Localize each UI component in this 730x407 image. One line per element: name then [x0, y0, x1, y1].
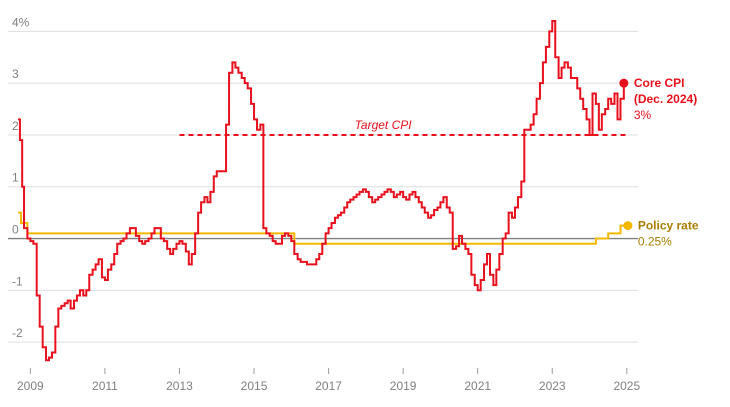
target-cpi-reference: Target CPI [179, 118, 627, 136]
x-tick-label: 2021 [464, 379, 491, 393]
x-tick-label: 2013 [166, 379, 193, 393]
x-axis: 2009 2011 2013 2015 2017 2019 2021 2023 2025 [17, 368, 640, 393]
policy-rate-line [18, 211, 624, 245]
policy-rate-value-label: 0.25% [638, 235, 672, 249]
core-cpi-end-marker [619, 78, 629, 88]
grid-layer [8, 30, 638, 343]
y-tick-label: 3 [12, 67, 19, 81]
x-tick-label: 2017 [315, 379, 342, 393]
y-tick-label: -2 [12, 326, 23, 340]
policy-rate-label-line: Policy rate [638, 219, 699, 233]
core-cpi-label-line: Core CPI [634, 76, 685, 90]
x-tick-label: 2019 [390, 379, 417, 393]
x-tick-label: 2025 [613, 379, 640, 393]
y-tick-label: 0 [12, 223, 19, 237]
core-cpi-line [18, 20, 625, 362]
y-axis: 4% 3 2 1 0 -1 -2 [12, 15, 30, 340]
x-tick-label: 2011 [92, 379, 118, 393]
y-tick-label: 2 [12, 119, 19, 133]
x-tick-label: 2023 [539, 379, 566, 393]
x-tick-label: 2009 [17, 379, 44, 393]
target-cpi-label: Target CPI [355, 118, 413, 132]
end-label-layer: Core CPI (Dec. 2024) 3% Policy rate 0.25% [619, 76, 699, 249]
y-tick-label: 1 [12, 171, 19, 185]
y-tick-label: 4% [12, 15, 30, 29]
x-tick-label: 2015 [241, 379, 268, 393]
core-cpi-label-line: (Dec. 2024) [634, 92, 697, 106]
series-layer [18, 20, 625, 362]
core-cpi-value-label: 3% [634, 108, 652, 122]
policy-rate-end-marker [623, 221, 633, 231]
y-tick-label: -1 [12, 274, 23, 288]
